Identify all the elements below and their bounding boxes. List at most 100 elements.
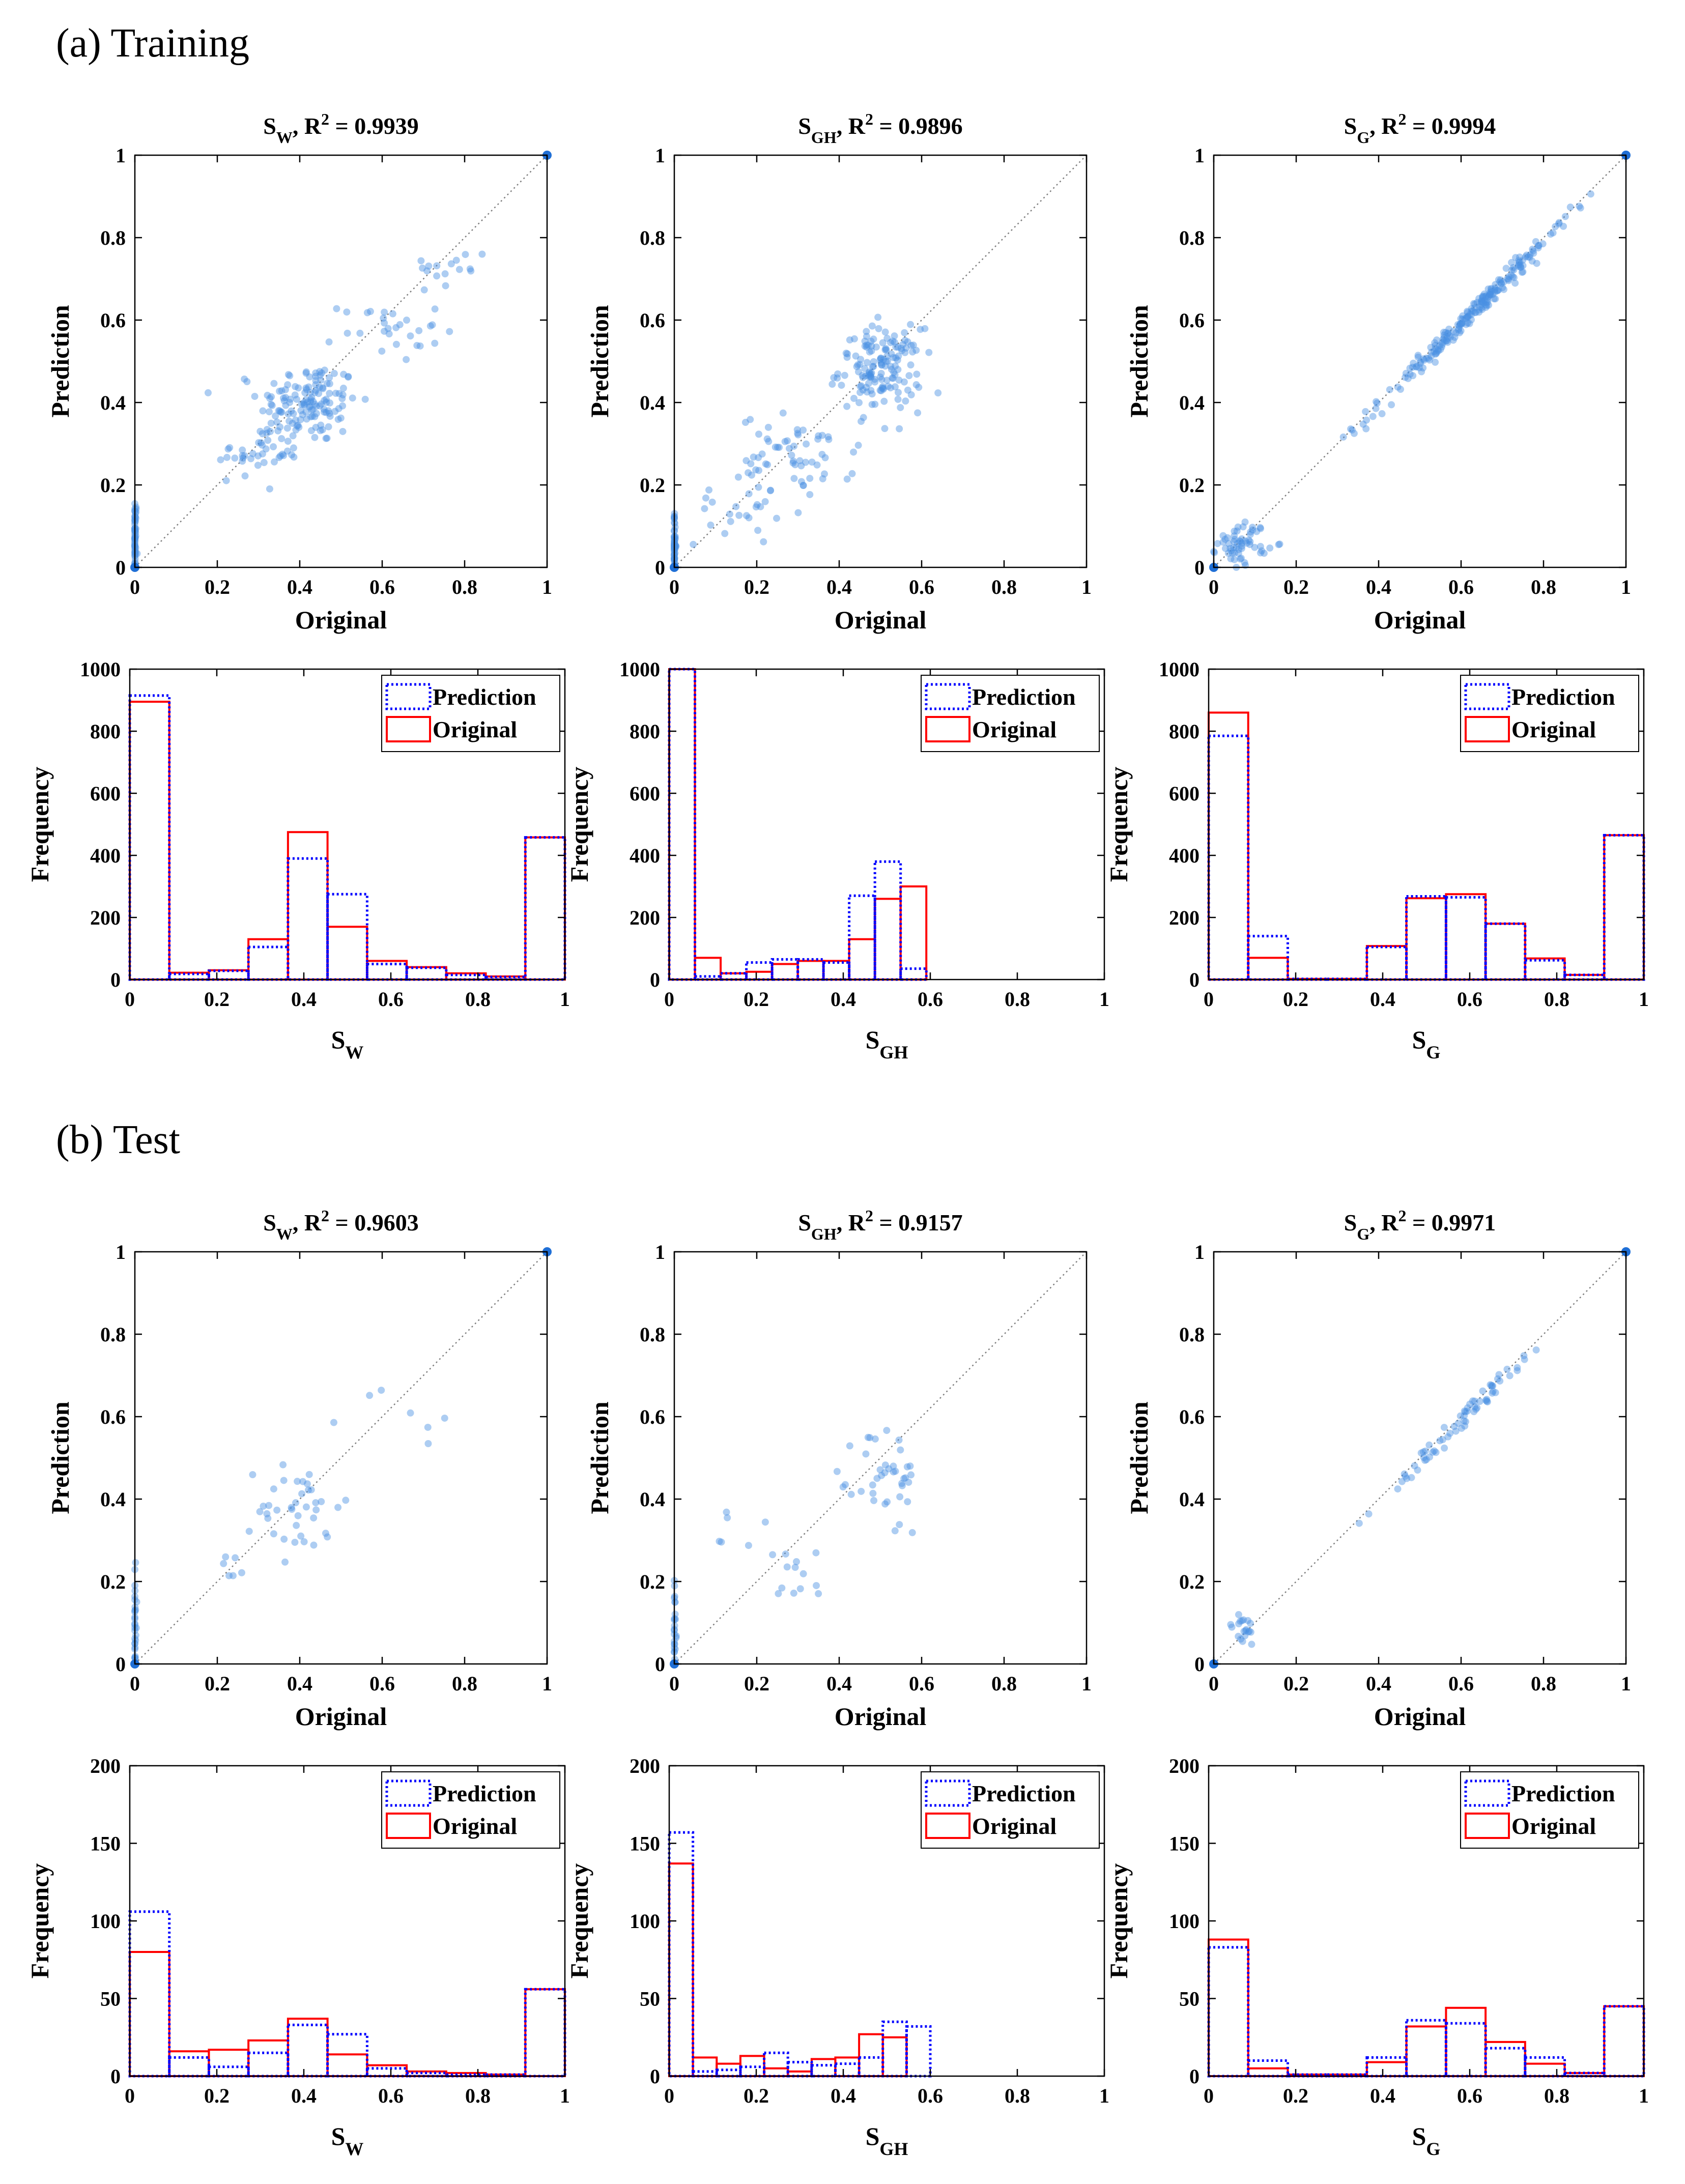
hist-axes-ytick-label: 1000	[619, 658, 660, 681]
original-bar	[287, 831, 329, 981]
data-point	[279, 450, 287, 458]
data-point	[818, 432, 826, 439]
data-point	[1432, 358, 1439, 366]
y-axis-label: Prediction	[1125, 1401, 1153, 1514]
data-point	[311, 413, 319, 420]
data-point	[753, 501, 761, 508]
data-point	[769, 1551, 777, 1559]
x-axis-label: Original	[295, 1702, 387, 1731]
data-point	[396, 321, 404, 329]
original-bar	[1603, 2005, 1645, 2077]
data-point	[863, 341, 870, 349]
data-point	[1431, 339, 1439, 347]
data-point	[307, 398, 315, 406]
data-point	[1482, 1396, 1490, 1404]
scatter-axes-xtick-label: 0	[130, 576, 140, 598]
legend-original-label: Original	[972, 716, 1056, 742]
data-point	[1515, 263, 1522, 270]
data-point	[1486, 292, 1493, 300]
data-point	[1459, 315, 1466, 323]
data-point	[859, 372, 866, 380]
data-point	[278, 435, 285, 443]
data-point	[878, 376, 886, 383]
data-point	[1497, 276, 1504, 284]
data-point	[867, 373, 875, 381]
data-point	[877, 354, 884, 362]
hist-axes-ytick-label: 150	[630, 1832, 660, 1855]
data-point	[889, 337, 897, 345]
data-point	[1237, 1635, 1245, 1643]
data-point	[1488, 288, 1495, 295]
data-point	[883, 1427, 891, 1434]
data-point	[339, 384, 347, 392]
data-point	[223, 453, 231, 461]
data-point	[902, 397, 909, 405]
data-point	[1517, 264, 1525, 271]
data-point	[1245, 536, 1252, 544]
data-point	[1482, 304, 1490, 311]
data-point	[322, 409, 330, 416]
data-point	[303, 1480, 311, 1488]
data-point	[1398, 1478, 1406, 1485]
hist-axes-ytick-label: 400	[630, 844, 660, 867]
data-point	[1403, 1475, 1411, 1482]
data-point	[1489, 291, 1496, 298]
data-point	[263, 425, 271, 433]
data-point	[879, 356, 887, 363]
data-point	[883, 377, 891, 384]
hist-train_sg_hist: 0 0.2 0.4 0.6 0.8 1 0 200 400 600 800 1000 Predictio…	[1104, 658, 1649, 1062]
data-point	[132, 1606, 139, 1614]
data-point	[1438, 343, 1445, 351]
data-point	[1496, 278, 1504, 286]
data-point	[796, 1585, 804, 1593]
scatter-train_sw_scatter: SW, R2 = 0.9939 0 0.2 0.4 0.6 0.8 1 0 0.2 0.4 0.6 0…	[46, 110, 552, 634]
hist-axes-xtick-label: 0	[125, 2084, 135, 2107]
data-point	[1471, 300, 1479, 308]
data-point	[335, 405, 342, 412]
scatter-axes-ytick-label: 0.6	[100, 309, 126, 332]
data-point	[1231, 532, 1238, 540]
data-point	[310, 1514, 318, 1522]
data-point	[307, 396, 315, 404]
data-point	[312, 377, 320, 384]
data-point	[834, 374, 841, 382]
prediction-bar	[1484, 922, 1527, 981]
hist-axes-ytick-label: 50	[100, 1988, 121, 2010]
scatter-axes-ytick-label: 0.6	[1179, 309, 1205, 332]
data-point	[307, 427, 315, 435]
data-point	[1456, 320, 1464, 328]
data-point	[1475, 308, 1483, 316]
data-point	[760, 538, 767, 545]
data-point	[892, 354, 900, 362]
legend-prediction-label: Prediction	[972, 1780, 1076, 1806]
scatter-axes-xtick-label: 1	[1621, 576, 1631, 598]
data-point	[1457, 327, 1465, 335]
data-point	[779, 409, 787, 417]
data-point	[301, 389, 309, 396]
data-point	[280, 452, 288, 459]
data-point	[1473, 299, 1481, 306]
data-point	[894, 356, 901, 364]
data-point	[783, 437, 791, 445]
data-point	[879, 339, 887, 347]
data-point	[1442, 337, 1450, 344]
data-point	[280, 394, 288, 402]
data-point	[226, 444, 234, 451]
data-point	[868, 322, 876, 330]
data-point	[300, 400, 307, 408]
data-point	[312, 1499, 320, 1507]
data-point	[1455, 322, 1463, 330]
y-axis-label: Prediction	[46, 305, 74, 417]
prediction-bar	[128, 1910, 171, 2078]
scatter-axes-xtick-label: 0.8	[452, 1672, 477, 1695]
data-point	[865, 380, 872, 387]
data-point	[222, 1553, 230, 1561]
data-point	[883, 1498, 891, 1506]
hist-axes-ytick-label: 0	[1189, 2065, 1200, 2088]
data-point	[907, 361, 915, 369]
data-point	[901, 329, 908, 336]
data-point	[1480, 299, 1488, 307]
scatter-axes-ytick-label: 0.4	[1179, 391, 1205, 414]
data-point	[1492, 281, 1499, 289]
data-point	[773, 514, 781, 522]
